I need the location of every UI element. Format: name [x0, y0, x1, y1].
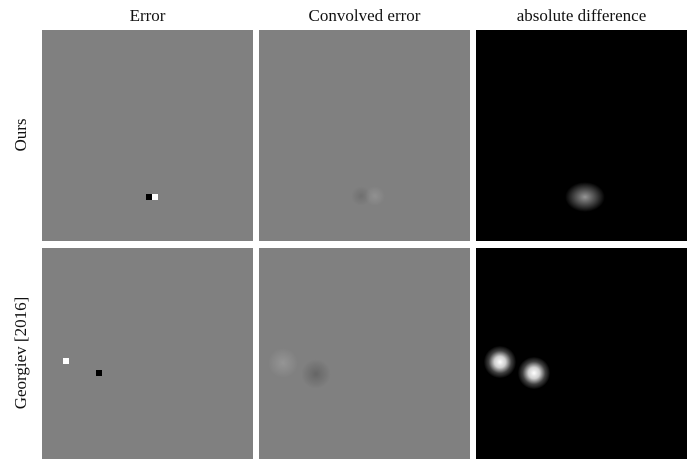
convolved-error-blob-light	[365, 186, 385, 206]
white-error-pixel	[152, 194, 158, 200]
column-title-absolute-difference: absolute difference	[516, 6, 647, 25]
column-title-convolved-error: Convolved error	[308, 6, 421, 25]
panel-georgiev-convolved-error	[259, 248, 470, 459]
column-title-error: Error	[129, 6, 166, 25]
row-label-ours: Ours	[11, 118, 30, 152]
black-error-pixel	[96, 370, 102, 376]
difference-blob-left	[484, 346, 516, 378]
black-error-pixel	[146, 194, 152, 200]
difference-blob-right	[518, 357, 550, 389]
convolved-error-blob-dark	[301, 359, 331, 389]
panel-georgiev-absolute-difference	[476, 248, 687, 459]
panel-ours-error	[42, 30, 253, 241]
row-label-georgiev: Georgiev [2016]	[11, 296, 30, 410]
panel-georgiev-error	[42, 248, 253, 459]
convolved-error-blob-light	[268, 348, 298, 378]
white-error-pixel	[63, 358, 69, 364]
difference-blob	[565, 182, 605, 212]
panel-ours-convolved-error	[259, 30, 470, 241]
panel-ours-absolute-difference	[476, 30, 687, 241]
